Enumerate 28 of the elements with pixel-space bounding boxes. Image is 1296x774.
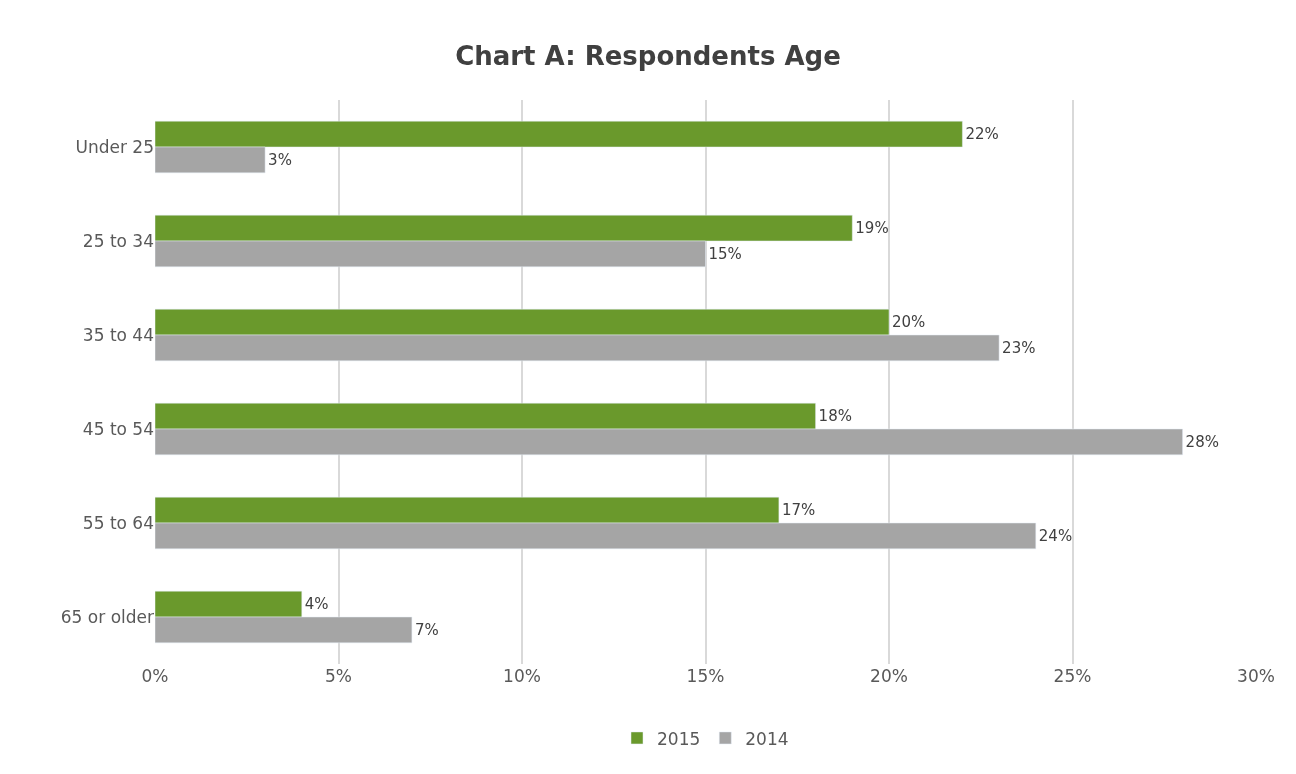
data-label: 28% — [1185, 432, 1219, 451]
x-tick-label: 25% — [1053, 666, 1092, 686]
data-label: 18% — [818, 407, 852, 426]
y-tick-label: 45 to 54 — [82, 418, 154, 439]
legend-label: 2014 — [745, 728, 789, 749]
y-tick-label: Under 25 — [75, 136, 154, 157]
chart-title: Chart A: Respondents Age — [455, 40, 841, 71]
data-label: 19% — [855, 219, 889, 238]
x-tick-label: 30% — [1237, 666, 1275, 686]
data-label: 24% — [1038, 526, 1073, 545]
y-tick-label: 25 to 34 — [82, 230, 154, 251]
data-label: 22% — [965, 125, 999, 144]
data-label: 23% — [1002, 338, 1036, 357]
y-tick-label: 55 to 64 — [82, 512, 154, 533]
data-label: 20% — [892, 313, 926, 332]
y-tick-label: 65 or older — [60, 606, 154, 627]
legend-label: 2015 — [657, 728, 701, 749]
data-label: 17% — [781, 501, 816, 520]
data-label: 7% — [414, 620, 439, 639]
y-tick-label: 35 to 44 — [82, 324, 154, 345]
x-tick-label: 15% — [686, 666, 725, 686]
x-tick-label: 5% — [325, 666, 352, 686]
x-tick-label: 20% — [870, 666, 908, 686]
x-tick-label: 0% — [141, 666, 169, 686]
data-label: 3% — [268, 150, 292, 169]
data-label: 15% — [708, 244, 742, 263]
x-tick-label: 10% — [503, 666, 541, 686]
data-label: 4% — [304, 595, 329, 614]
